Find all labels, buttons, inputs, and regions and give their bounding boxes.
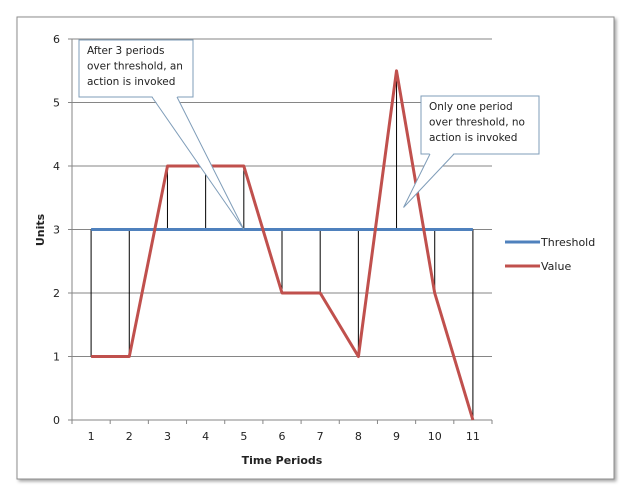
y-tick-label: 4 — [53, 160, 60, 173]
x-tick-label: 7 — [317, 430, 324, 443]
callout-text-line: over threshold, an — [87, 61, 183, 73]
callout-text-line: action is invoked — [87, 76, 175, 88]
annotation-callout: After 3 periods over threshold, an action … — [78, 39, 245, 230]
series — [91, 69, 475, 421]
y-tick-label: 2 — [53, 287, 60, 300]
y-axis-title: Units — [34, 213, 47, 246]
callout-text-line: After 3 periods — [87, 45, 165, 57]
axes: 0 1 2 3 4 5 6 1 2 3 4 5 6 7 8 9 10 11 — [53, 33, 493, 443]
callout-pointer — [151, 96, 245, 230]
y-tick-label: 5 — [53, 97, 60, 110]
x-tick-label: 9 — [393, 430, 400, 443]
x-axis-title: Time Periods — [242, 454, 323, 467]
x-tick-label: 1 — [88, 430, 95, 443]
x-tick-label: 4 — [202, 430, 209, 443]
x-tick-label: 6 — [279, 430, 286, 443]
x-tick-label: 10 — [428, 430, 442, 443]
callout-text-line: action is invoked — [429, 132, 517, 144]
y-tick-label: 1 — [53, 351, 60, 364]
callout-box — [420, 95, 540, 155]
x-tick-label: 11 — [466, 430, 480, 443]
legend: Threshold Value — [505, 236, 595, 273]
x-tick-label: 3 — [164, 430, 171, 443]
drop-lines — [90, 70, 474, 420]
series-line-value — [91, 69, 475, 421]
x-tick-label: 2 — [126, 430, 133, 443]
callout-box — [78, 39, 194, 98]
callout-text-line: over threshold, no — [429, 117, 525, 129]
x-tick-label: 8 — [355, 430, 362, 443]
callout-text-line: Only one period — [429, 101, 513, 113]
annotation-callout: Only one period over threshold, no action … — [403, 95, 540, 208]
x-tick-label: 5 — [240, 430, 247, 443]
callout-pointer — [403, 153, 455, 208]
legend-label-value: Value — [541, 260, 571, 273]
annotations: After 3 periods over threshold, an action … — [78, 39, 540, 230]
y-tick-label: 0 — [53, 414, 60, 427]
y-tick-label: 6 — [53, 33, 60, 46]
y-tick-label: 3 — [53, 224, 60, 237]
legend-label-threshold: Threshold — [540, 236, 595, 249]
